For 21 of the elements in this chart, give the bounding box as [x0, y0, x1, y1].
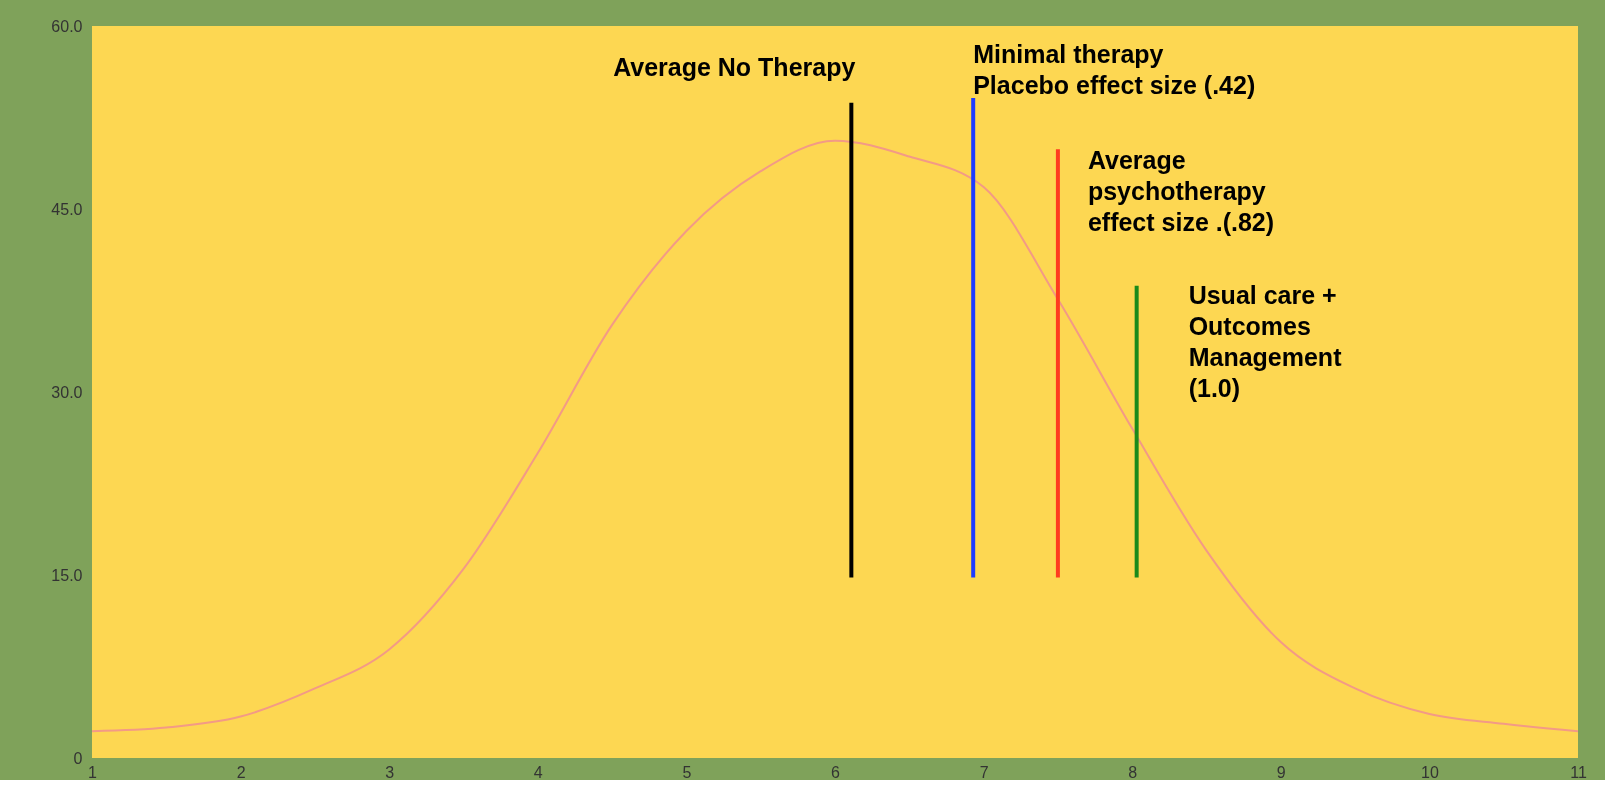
x-tick-label: 2 [236, 763, 246, 781]
x-tick-label: 10 [1421, 763, 1439, 781]
x-tick-label: 4 [533, 763, 543, 781]
x-tick-label: 1 [88, 763, 98, 781]
x-tick-label: 7 [979, 763, 989, 781]
x-tick-label: 8 [1128, 763, 1138, 781]
x-tick-label: 3 [385, 763, 395, 781]
x-tick-label: 6 [831, 763, 841, 781]
x-tick-label: 9 [1276, 763, 1286, 781]
x-tick-label: 11 [1570, 763, 1587, 781]
annotation: Average psychotherapy effect size .(.82) [1087, 146, 1275, 237]
y-tick-label: 30.0 [51, 383, 83, 401]
y-tick-label: 15.0 [51, 566, 83, 584]
annotation: Minimal therapy Placebo effect size (.42) [973, 39, 1256, 99]
y-tick-label: 45.0 [51, 200, 83, 218]
line-series [91, 139, 1579, 733]
x-tick-label: 5 [682, 763, 692, 781]
y-tick-label: 60.0 [51, 17, 83, 35]
annotation: Usual care + Outcomes Management (1.0) [1188, 280, 1343, 402]
annotation: Average No Therapy [613, 52, 856, 81]
y-tick-label: 0 [73, 749, 83, 767]
